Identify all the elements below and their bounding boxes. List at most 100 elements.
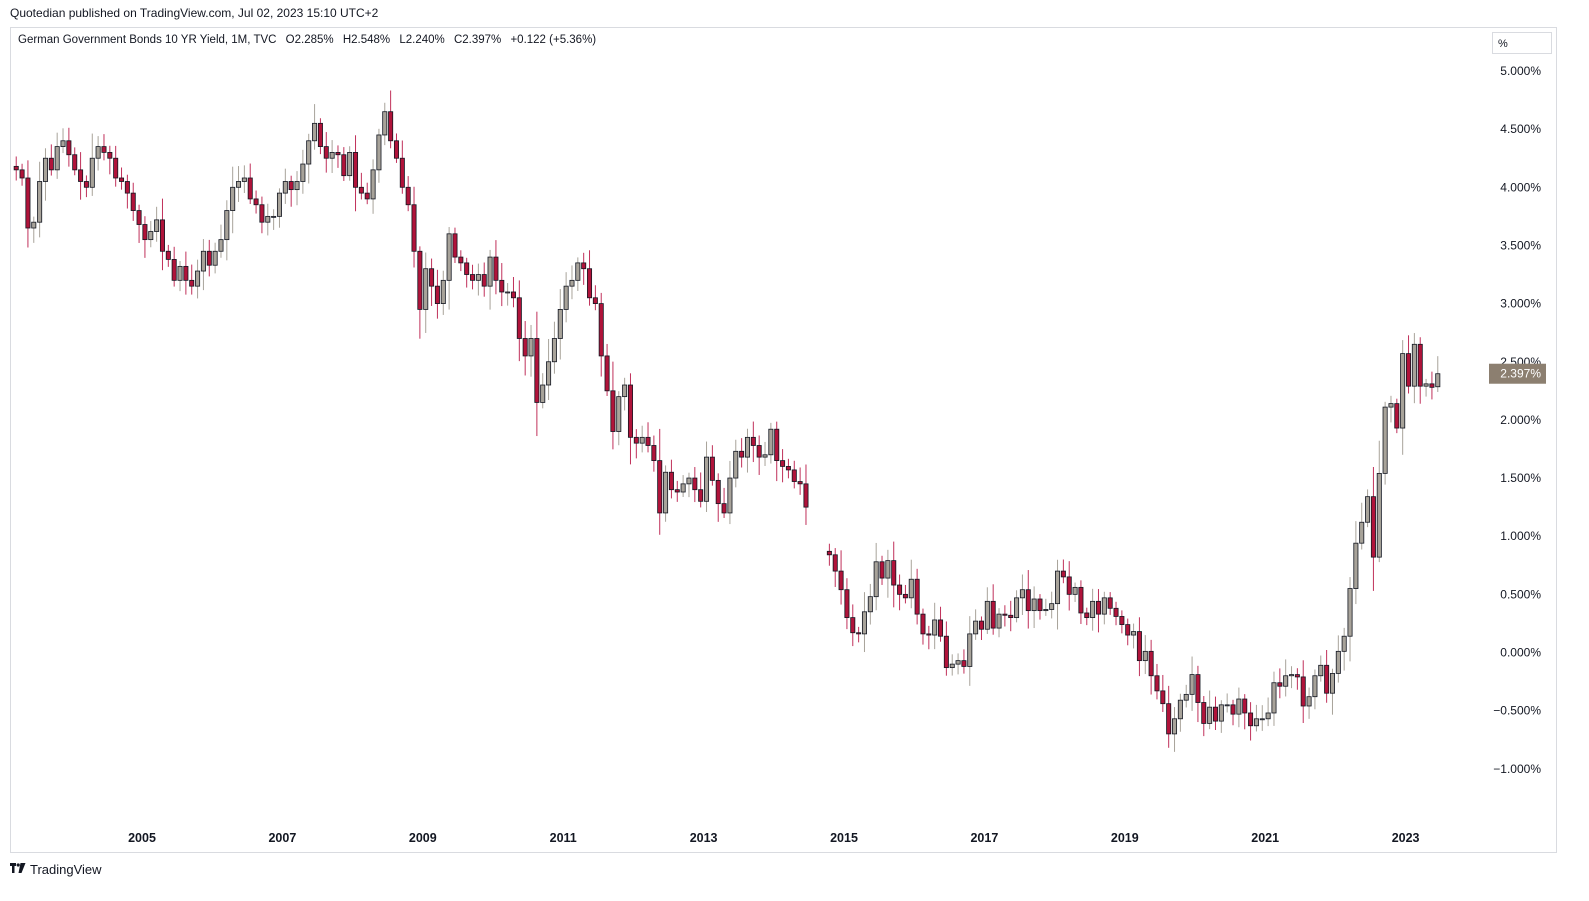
candle-body [961,660,967,667]
candle-body [1154,675,1160,692]
candle-body [440,279,446,304]
candle-body [288,181,294,191]
candle-body [955,660,961,665]
candle-body [680,483,686,493]
candle-body [493,256,499,281]
candle-body [60,140,66,147]
candle-body [1417,343,1423,387]
candle-body [388,111,394,142]
candle-body [721,503,727,514]
candle-body [95,146,101,159]
candle-body [551,338,557,363]
candle-body [358,186,364,194]
candle-body [154,219,160,232]
candle-body [113,157,119,179]
candle-body [873,561,879,598]
candle-body [276,192,282,217]
candle-body [978,620,984,630]
candle-body [1125,624,1131,636]
candle-body [1078,586,1084,614]
candle-body [926,633,932,636]
chart-frame [10,27,1557,853]
candle-body [1136,631,1142,662]
legend-low: L2.240% [399,34,445,46]
candle-body [475,274,481,281]
candle-body [300,163,306,182]
y-tick-label: 3.000% [1500,297,1541,311]
candle-body [177,265,183,281]
candle-body [1224,704,1230,707]
candle-body [891,560,897,586]
candle-body [78,169,84,182]
candle-body [54,146,60,171]
candle-body [1435,373,1441,388]
candle-body [411,204,417,252]
candle-body [850,617,856,634]
candle-body [1318,664,1324,677]
candle-body [932,619,938,636]
candle-body [31,221,37,229]
candle-body [1148,650,1154,677]
candle-body [124,181,130,194]
candle-body [1400,353,1406,429]
candle-body [1370,496,1376,558]
candle-body [1049,603,1055,610]
candle-body [259,204,265,223]
y-tick-label: 4.000% [1500,180,1541,194]
candle-body [89,157,95,188]
candle-body [709,456,715,481]
candle-body [19,169,25,179]
candle-body [1037,598,1043,612]
price-scale-unit-button[interactable]: % [1492,32,1552,54]
candle-body [610,390,616,432]
candle-body [224,210,230,241]
candle-body [48,157,54,171]
candle-body [347,152,353,177]
candle-body [25,177,31,229]
candle-body [1423,383,1429,387]
candle-body [1324,664,1330,694]
candle-body [914,578,920,615]
candle-body [581,262,587,270]
candle-body [563,285,569,310]
candle-body [13,165,19,171]
y-tick-label: 3.500% [1500,238,1541,252]
candle-body [528,338,534,357]
candle-body [902,593,908,599]
candle-body [434,285,440,304]
candle-body [1195,674,1201,703]
x-tick-label: 2005 [128,831,156,845]
candle-body [119,177,125,182]
candle-body [417,250,423,310]
candle-body [1031,598,1037,612]
candle-body [622,384,628,398]
candle-body [458,256,464,264]
candle-body [516,297,522,339]
candle-body [1207,706,1213,724]
candle-body [353,152,359,188]
candle-body [487,256,493,287]
candle-body [1347,588,1353,637]
candle-body [1066,576,1072,595]
footer-brand-label: TradingView [30,862,102,877]
candle-body [1283,675,1289,687]
candle-body [42,157,48,182]
candle-body [844,589,850,619]
candle-body [218,239,224,252]
candle-body [1259,718,1265,721]
candle-body [949,663,955,669]
candle-body [423,268,429,310]
candle-body [1429,383,1435,388]
candle-body [867,596,873,613]
candle-body [627,384,633,438]
candle-body [1072,586,1078,595]
candle-body [236,181,242,188]
candle-body [195,270,201,287]
candle-body [1394,403,1400,429]
candle-body [1189,674,1195,695]
legend-change: +0.122 (+5.36%) [510,34,597,46]
candle-body [247,177,253,200]
candle-body [756,445,762,458]
candle-body [159,219,165,252]
